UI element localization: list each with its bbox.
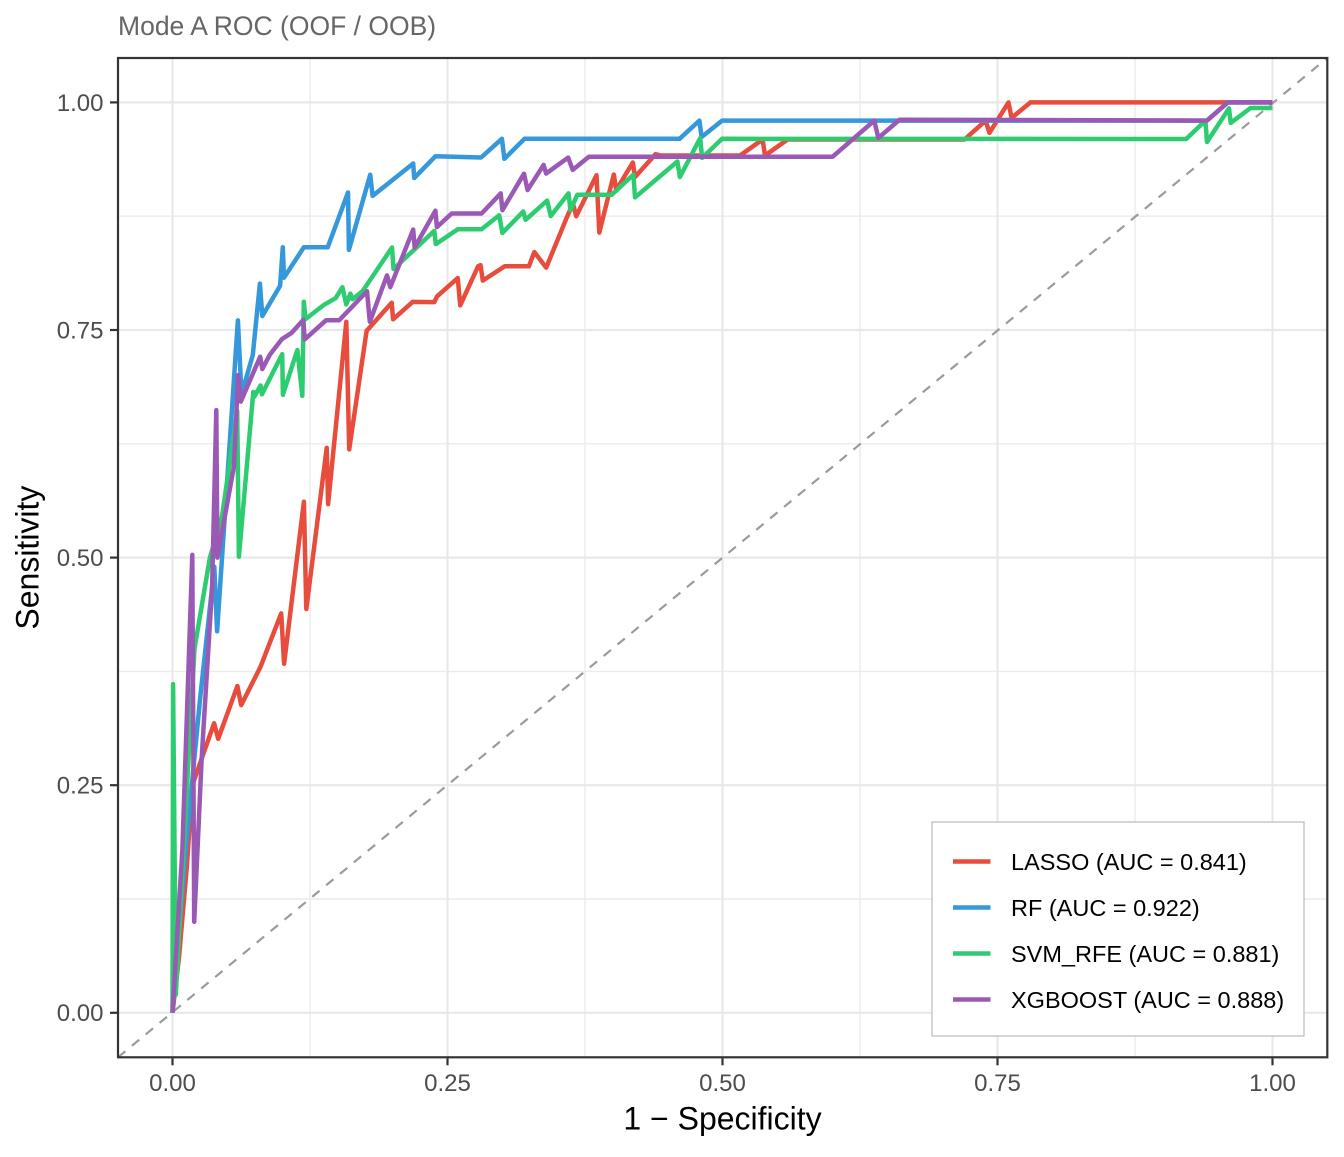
svg-text:Mode A ROC (OOF / OOB): Mode A ROC (OOF / OOB) bbox=[118, 11, 436, 41]
svg-text:0.25: 0.25 bbox=[57, 773, 104, 800]
svg-text:0.50: 0.50 bbox=[57, 545, 104, 572]
svg-text:1.00: 1.00 bbox=[57, 90, 104, 117]
svg-text:0.25: 0.25 bbox=[424, 1070, 471, 1097]
svg-text:1.00: 1.00 bbox=[1249, 1070, 1296, 1097]
svg-text:LASSO (AUC = 0.841): LASSO (AUC = 0.841) bbox=[1011, 849, 1247, 875]
svg-text:XGBOOST (AUC = 0.888): XGBOOST (AUC = 0.888) bbox=[1011, 987, 1284, 1013]
svg-text:Sensitivity: Sensitivity bbox=[10, 486, 46, 630]
svg-text:SVM_RFE (AUC = 0.881): SVM_RFE (AUC = 0.881) bbox=[1011, 941, 1279, 967]
svg-text:0.75: 0.75 bbox=[57, 317, 104, 344]
svg-text:0.00: 0.00 bbox=[149, 1070, 196, 1097]
svg-text:RF (AUC = 0.922): RF (AUC = 0.922) bbox=[1011, 895, 1200, 921]
svg-text:1 − Specificity: 1 − Specificity bbox=[623, 1101, 821, 1137]
svg-text:0.00: 0.00 bbox=[57, 1000, 104, 1027]
svg-text:0.50: 0.50 bbox=[699, 1070, 746, 1097]
svg-text:0.75: 0.75 bbox=[974, 1070, 1021, 1097]
